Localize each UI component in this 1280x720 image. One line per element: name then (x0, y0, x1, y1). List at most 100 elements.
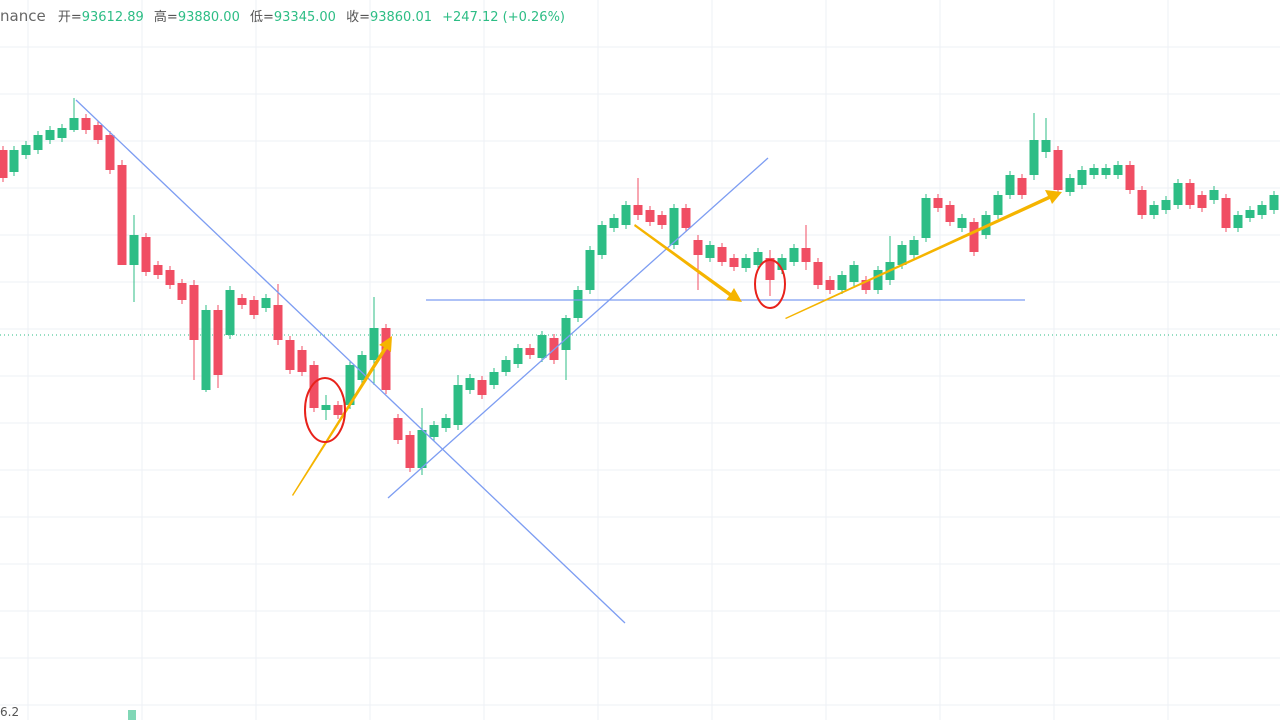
candle-body (693, 240, 703, 255)
candle-body (429, 425, 439, 437)
quote: 收=93860.01 (346, 10, 432, 25)
candle-body (753, 252, 763, 265)
candle-body (165, 270, 175, 285)
candle-body (285, 340, 295, 370)
candle-body (1185, 183, 1195, 205)
candle-body (1209, 190, 1219, 200)
candle-body (225, 290, 235, 335)
candle-body (237, 298, 247, 305)
candle-body (645, 210, 655, 222)
candle-body (585, 250, 595, 290)
candle-body (1089, 168, 1099, 175)
candle-body (1161, 200, 1171, 210)
candle-body (669, 208, 679, 245)
candle-body (921, 198, 931, 238)
candle-body (453, 385, 463, 425)
candle-body (1077, 170, 1087, 185)
candle-body (333, 405, 343, 415)
volume-bar (128, 710, 136, 720)
candle-body (57, 128, 67, 138)
candle-body (417, 430, 427, 468)
circle-mark (754, 259, 786, 309)
candle-body (261, 298, 271, 308)
candle-body (909, 240, 919, 255)
candle-body (765, 258, 775, 280)
candle-body (297, 350, 307, 372)
change: +247.12 (+0.26%) (442, 10, 565, 25)
candle-body (1065, 178, 1075, 192)
highlights (304, 259, 786, 443)
candle-body (249, 300, 259, 315)
candle-body (945, 205, 955, 222)
candle-body (393, 418, 403, 440)
candle-body (213, 310, 223, 375)
candle-body (1257, 205, 1267, 215)
trend-line (387, 157, 769, 499)
candle-body (153, 265, 163, 275)
candle-body (873, 270, 883, 290)
candle-body (1029, 140, 1039, 175)
candle-body (441, 418, 451, 428)
candle-body (681, 208, 691, 228)
quote-label: 收= (346, 10, 370, 25)
candle-body (321, 405, 331, 410)
quote-label: 低= (249, 10, 274, 25)
quote-value: 93612.89 (81, 10, 144, 25)
candle-body (1221, 198, 1231, 228)
candle-body (1125, 165, 1135, 190)
candle-body (1113, 165, 1123, 175)
candle-body (1101, 168, 1111, 175)
candle-body (1041, 140, 1051, 152)
candle-body (0, 150, 8, 178)
candle-body (717, 247, 727, 262)
candle-body (21, 145, 31, 155)
candle-body (357, 355, 367, 380)
arrow (785, 190, 1062, 319)
candle-body (849, 265, 859, 282)
candle-body (369, 328, 379, 360)
candle-body (117, 165, 127, 265)
candle-body (561, 318, 571, 350)
candle-body (633, 205, 643, 215)
candle-body (705, 245, 715, 258)
candle-body (537, 335, 547, 358)
axis-label: 6.2 (0, 705, 20, 719)
arrow (292, 336, 392, 496)
candle-body (801, 248, 811, 262)
candle-body (93, 125, 103, 140)
candle-body (1137, 190, 1147, 215)
candle-body (993, 195, 1003, 215)
candle-body (309, 365, 319, 408)
candle-body (1005, 175, 1015, 195)
candle-body (105, 135, 115, 170)
candle-body (741, 258, 751, 268)
circle-mark (304, 377, 346, 443)
candle-body (1233, 215, 1243, 228)
candle-body (609, 218, 619, 228)
candle-body (345, 365, 355, 405)
candles (0, 98, 1279, 475)
trend-line (75, 99, 626, 624)
candle-body (1149, 205, 1159, 215)
quote-value: 93345.00 (273, 10, 336, 25)
candle-body (1173, 183, 1183, 205)
candle-body (1197, 195, 1207, 208)
quote-value: 93880.00 (177, 10, 240, 25)
quote-label: 高= (153, 10, 178, 25)
arrows (292, 190, 1062, 496)
quote-label: 开= (57, 10, 82, 25)
candle-body (477, 380, 487, 395)
candle-body (1017, 178, 1027, 195)
header: nance 开=93612.89 高=93880.00 低=93345.00 收… (0, 6, 571, 25)
quote: 开=93612.89 (58, 10, 144, 25)
candle-body (777, 258, 787, 270)
candle-body (69, 118, 79, 130)
candle-body (729, 258, 739, 267)
candle-body (201, 310, 211, 390)
quote-value: 93860.01 (369, 10, 432, 25)
candle-body (273, 305, 283, 340)
candle-body (861, 280, 871, 290)
candle-body (81, 118, 91, 130)
